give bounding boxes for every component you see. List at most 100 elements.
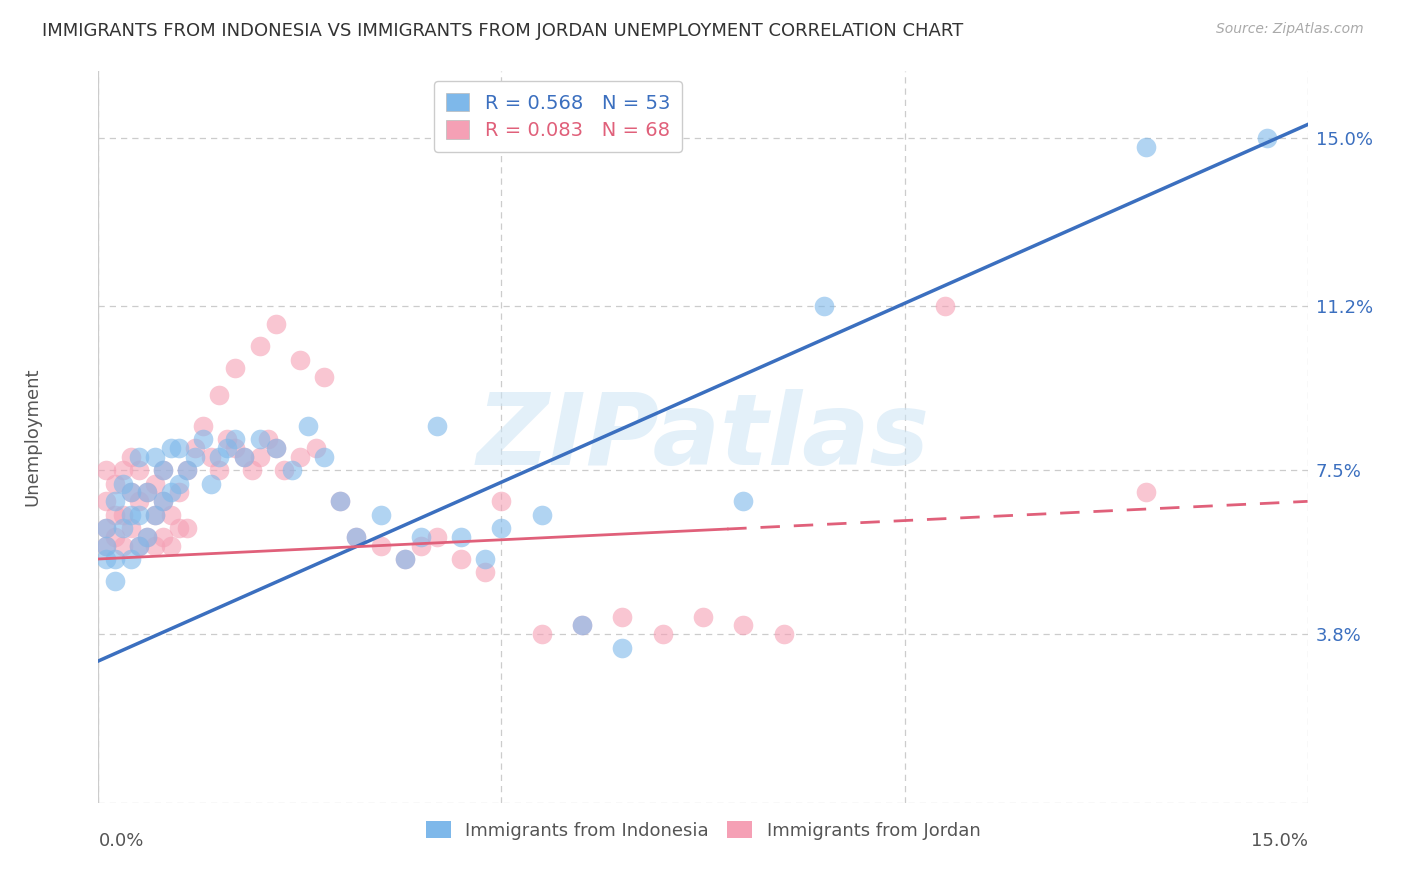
- Point: [1135, 485, 1157, 500]
- Point: [571, 618, 593, 632]
- Point: [128, 463, 150, 477]
- Point: [329, 494, 352, 508]
- Point: [240, 463, 263, 477]
- Point: [232, 450, 254, 464]
- Point: [111, 521, 134, 535]
- Point: [474, 566, 496, 580]
- Point: [249, 339, 271, 353]
- Point: [692, 609, 714, 624]
- Point: [143, 476, 166, 491]
- Point: [200, 450, 222, 464]
- Point: [394, 552, 416, 566]
- Point: [143, 508, 166, 522]
- Point: [143, 539, 166, 553]
- Point: [297, 419, 319, 434]
- Point: [193, 419, 215, 434]
- Point: [120, 485, 142, 500]
- Point: [128, 539, 150, 553]
- Point: [288, 352, 311, 367]
- Point: [120, 521, 142, 535]
- Point: [370, 539, 392, 553]
- Point: [264, 441, 287, 455]
- Point: [217, 441, 239, 455]
- Point: [314, 370, 336, 384]
- Point: [208, 388, 231, 402]
- Text: IMMIGRANTS FROM INDONESIA VS IMMIGRANTS FROM JORDAN UNEMPLOYMENT CORRELATION CHA: IMMIGRANTS FROM INDONESIA VS IMMIGRANTS …: [42, 22, 963, 40]
- Point: [208, 450, 231, 464]
- Point: [103, 530, 125, 544]
- Point: [152, 494, 174, 508]
- Point: [281, 463, 304, 477]
- Point: [176, 463, 198, 477]
- Point: [135, 485, 157, 500]
- Point: [370, 508, 392, 522]
- Point: [167, 521, 190, 535]
- Point: [1135, 139, 1157, 153]
- Point: [120, 508, 142, 522]
- Point: [184, 450, 207, 464]
- Point: [249, 432, 271, 446]
- Point: [344, 530, 367, 544]
- Point: [530, 508, 553, 522]
- Point: [120, 485, 142, 500]
- Point: [152, 463, 174, 477]
- Point: [96, 463, 118, 477]
- Point: [491, 521, 513, 535]
- Point: [103, 574, 125, 589]
- Point: [143, 508, 166, 522]
- Point: [813, 299, 835, 313]
- Point: [96, 494, 118, 508]
- Point: [167, 485, 190, 500]
- Point: [135, 530, 157, 544]
- Point: [474, 552, 496, 566]
- Point: [612, 640, 634, 655]
- Point: [249, 450, 271, 464]
- Point: [651, 627, 673, 641]
- Point: [111, 508, 134, 522]
- Point: [200, 476, 222, 491]
- Text: 15.0%: 15.0%: [1250, 832, 1308, 850]
- Point: [314, 450, 336, 464]
- Point: [264, 317, 287, 331]
- Point: [128, 508, 150, 522]
- Point: [184, 441, 207, 455]
- Point: [103, 494, 125, 508]
- Point: [208, 463, 231, 477]
- Point: [160, 441, 183, 455]
- Point: [409, 539, 432, 553]
- Point: [450, 552, 472, 566]
- Point: [103, 552, 125, 566]
- Point: [167, 441, 190, 455]
- Point: [394, 552, 416, 566]
- Point: [224, 432, 246, 446]
- Point: [305, 441, 328, 455]
- Point: [160, 539, 183, 553]
- Point: [571, 618, 593, 632]
- Point: [530, 627, 553, 641]
- Text: Unemployment: Unemployment: [22, 368, 41, 507]
- Point: [232, 450, 254, 464]
- Point: [193, 432, 215, 446]
- Point: [111, 539, 134, 553]
- Legend: Immigrants from Indonesia, Immigrants from Jordan: Immigrants from Indonesia, Immigrants fr…: [416, 812, 990, 848]
- Point: [160, 485, 183, 500]
- Point: [934, 299, 956, 313]
- Point: [426, 530, 449, 544]
- Point: [491, 494, 513, 508]
- Point: [733, 618, 755, 632]
- Point: [111, 463, 134, 477]
- Point: [96, 539, 118, 553]
- Point: [96, 552, 118, 566]
- Point: [224, 361, 246, 376]
- Point: [120, 450, 142, 464]
- Point: [167, 476, 190, 491]
- Point: [733, 494, 755, 508]
- Point: [409, 530, 432, 544]
- Point: [176, 521, 198, 535]
- Point: [135, 530, 157, 544]
- Point: [612, 609, 634, 624]
- Point: [426, 419, 449, 434]
- Text: 0.0%: 0.0%: [98, 832, 143, 850]
- Point: [264, 441, 287, 455]
- Point: [143, 450, 166, 464]
